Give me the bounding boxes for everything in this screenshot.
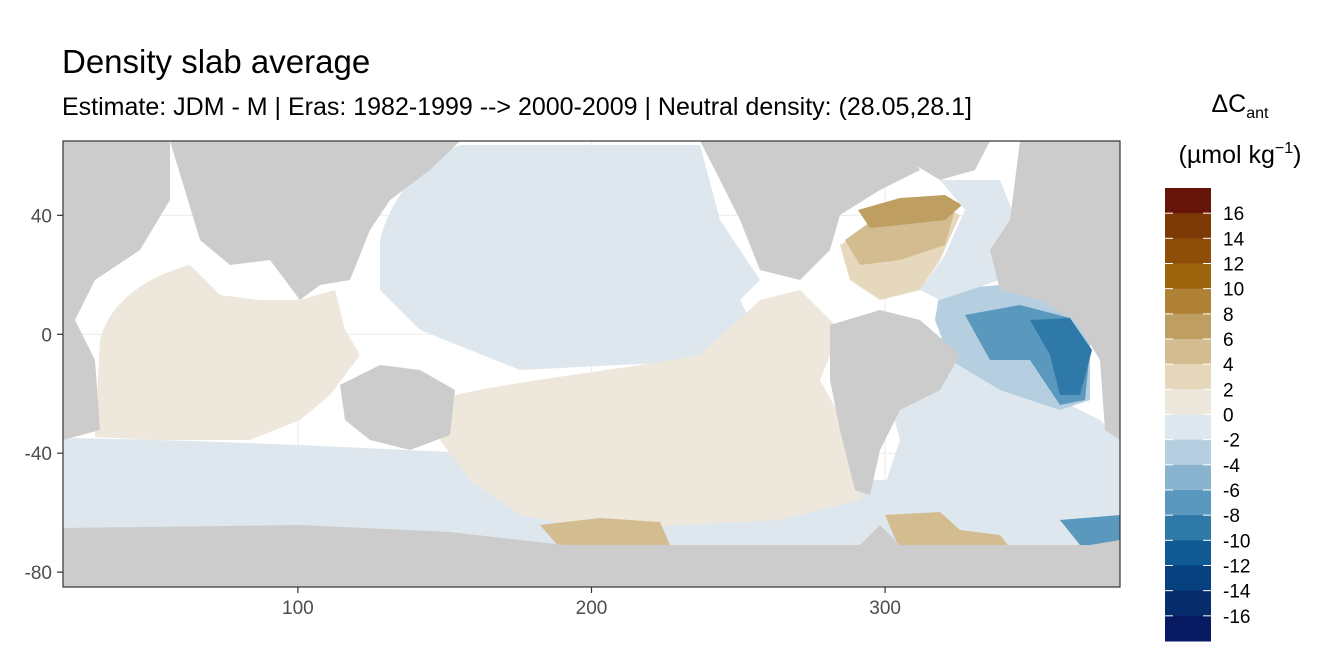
legend-swatch <box>1165 414 1211 441</box>
x-tick-label: 300 <box>869 598 901 619</box>
legend-unit-text: (µmol kg <box>1179 141 1275 169</box>
legend-swatch <box>1165 464 1211 491</box>
legend-swatch <box>1165 615 1211 642</box>
legend-unit-sup: −1 <box>1275 140 1293 157</box>
y-tick-label: -40 <box>25 444 52 465</box>
legend-label: 16 <box>1223 204 1244 225</box>
chart-subtitle: Estimate: JDM - M | Eras: 1982-1999 --> … <box>62 93 972 121</box>
legend-label: -10 <box>1223 531 1250 552</box>
legend-label: -12 <box>1223 557 1250 578</box>
legend-label: -2 <box>1223 431 1240 452</box>
legend-unit: (µmol kg−1) <box>1179 140 1302 169</box>
region-north-pacific <box>380 145 760 370</box>
legend-label: -6 <box>1223 481 1240 502</box>
x-tick-label: 100 <box>282 598 314 619</box>
y-tick-label: 0 <box>41 325 52 346</box>
chart-title: Density slab average <box>62 43 371 80</box>
legend-label: 10 <box>1223 280 1244 301</box>
legend-swatch <box>1165 515 1211 541</box>
land-europe-africa-west <box>990 141 1120 440</box>
legend-swatch <box>1165 238 1211 264</box>
legend-label: 14 <box>1223 229 1245 250</box>
map-layer <box>63 141 1120 587</box>
legend-swatch <box>1165 565 1211 592</box>
legend-label: -14 <box>1223 582 1251 603</box>
region-south-atlantic <box>880 355 1120 520</box>
y-tick-label: 40 <box>31 206 52 227</box>
legend-swatch <box>1165 288 1211 315</box>
land-australia <box>340 365 455 450</box>
region-gulf-core <box>1030 318 1092 395</box>
legend-label: 4 <box>1223 355 1234 376</box>
legend-unit-close: ) <box>1293 141 1301 169</box>
legend-label: 2 <box>1223 380 1234 401</box>
land-eurasia <box>170 141 460 300</box>
legend-title-sub: ant <box>1246 105 1269 122</box>
legend-swatch <box>1165 339 1211 365</box>
legend-label: -8 <box>1223 506 1240 527</box>
land-greenland <box>900 141 990 180</box>
legend-swatch <box>1165 213 1211 239</box>
legend-swatch <box>1165 364 1211 390</box>
legend-swatch <box>1165 439 1211 466</box>
region-weddell-blue <box>1060 515 1120 545</box>
land-antarctica-coast <box>63 525 1120 560</box>
land-africa-east <box>63 141 170 440</box>
legend-swatch <box>1165 188 1211 214</box>
legend-label: -16 <box>1223 607 1250 628</box>
legend-label: 6 <box>1223 330 1234 351</box>
legend-label: -4 <box>1223 456 1240 477</box>
land-americas-north <box>700 141 920 280</box>
region-weddell-sea <box>885 512 1010 552</box>
legend-title: ΔCant <box>1211 90 1269 122</box>
y-tick-label: -80 <box>25 563 52 584</box>
region-north-atlantic-high <box>858 195 962 228</box>
x-tick-label: 200 <box>576 598 608 619</box>
land-south-america <box>830 310 960 495</box>
legend: ΔCant (µmol kg−1) 16 14 12 10 8 6 4 2 0 -2 -4 -6 -8 -10… <box>1165 90 1301 642</box>
region-indian-ocean <box>95 265 360 440</box>
legend-swatch <box>1165 540 1211 566</box>
legend-label: 0 <box>1223 406 1234 427</box>
legend-label: 12 <box>1223 255 1244 276</box>
region-ross-sea <box>540 518 670 552</box>
legend-swatch <box>1165 313 1211 340</box>
land <box>63 141 1120 587</box>
legend-swatch <box>1165 590 1211 617</box>
legend-swatch <box>1165 490 1211 516</box>
legend-swatch <box>1165 263 1211 290</box>
region-south-pacific <box>440 290 870 530</box>
legend-swatch <box>1165 389 1211 415</box>
legend-label: 8 <box>1223 305 1234 326</box>
